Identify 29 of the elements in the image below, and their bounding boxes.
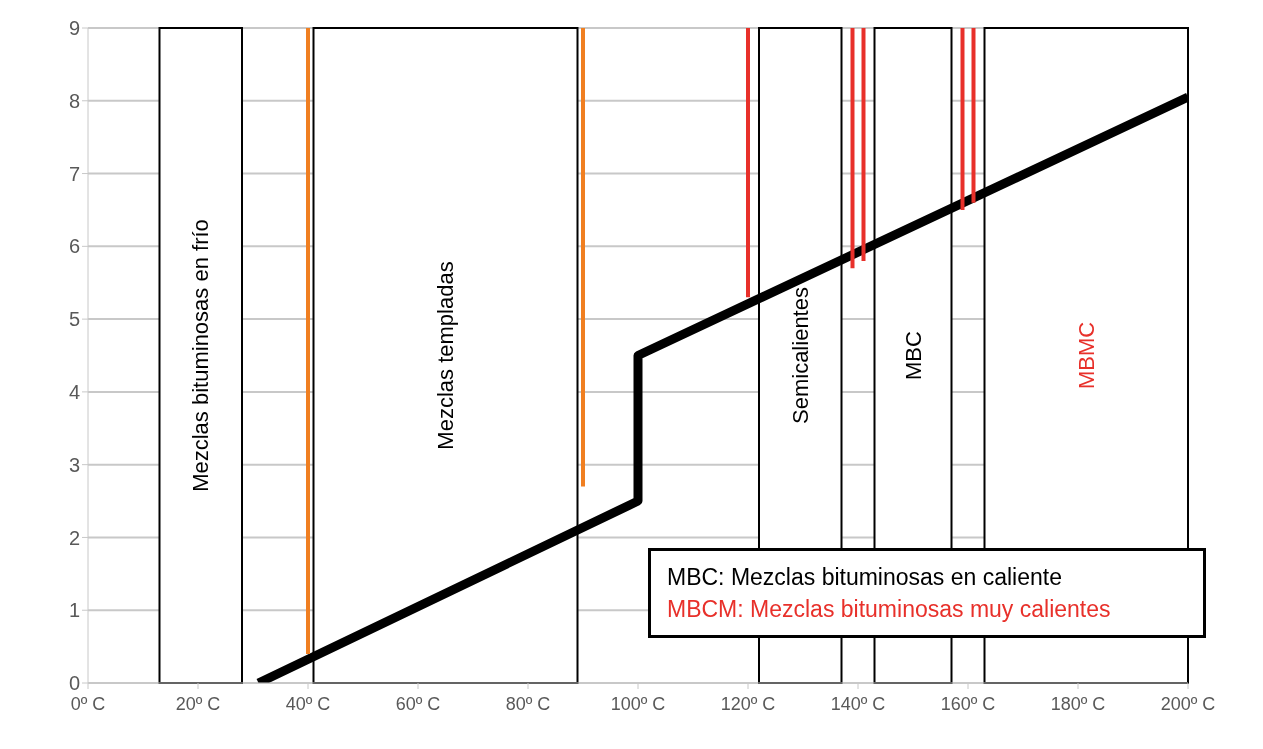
- x-tick-label: 180º C: [1050, 693, 1106, 714]
- y-tick-label: 4: [68, 380, 80, 403]
- x-tick-label: 20º C: [175, 693, 221, 714]
- y-tick-label: 5: [68, 308, 80, 331]
- x-tick-label: 100º C: [610, 693, 666, 714]
- y-tick-label: 0: [68, 672, 80, 695]
- y-tick-label: 8: [68, 89, 80, 112]
- y-tick-label: 7: [68, 162, 80, 185]
- x-tick-label: 0º C: [70, 693, 106, 714]
- x-tick-label: 200º C: [1160, 693, 1216, 714]
- x-tick-label: 40º C: [285, 693, 331, 714]
- band-label: MBC: [900, 330, 926, 380]
- y-tick-label: 3: [68, 453, 80, 476]
- note-box: MBC: Mezclas bituminosas en caliente MBCM: Mezclas bituminosas muy calientes: [648, 548, 1206, 638]
- band-label: Mezclas templadas: [433, 261, 458, 450]
- y-tick-label: 9: [68, 17, 80, 40]
- y-tick-label: 2: [68, 526, 80, 549]
- annotation: MBCM: Mezclas bituminosas muy calientes: [667, 595, 1112, 624]
- x-tick-label: 160º C: [940, 693, 996, 714]
- y-tick-label: 6: [68, 235, 80, 258]
- band-label: Semicalientes: [787, 287, 813, 424]
- x-tick-label: 140º C: [830, 693, 886, 714]
- y-tick-label: 1: [68, 599, 80, 622]
- x-tick-label: 120º C: [720, 693, 776, 714]
- band-label: MBMC: [1073, 321, 1099, 390]
- x-tick-label: 60º C: [395, 693, 441, 714]
- band-label: Mezclas bituminosas en frío: [188, 219, 214, 492]
- annotation: MBC: Mezclas bituminosas en caliente: [667, 563, 1063, 592]
- x-tick-label: 80º C: [505, 693, 551, 714]
